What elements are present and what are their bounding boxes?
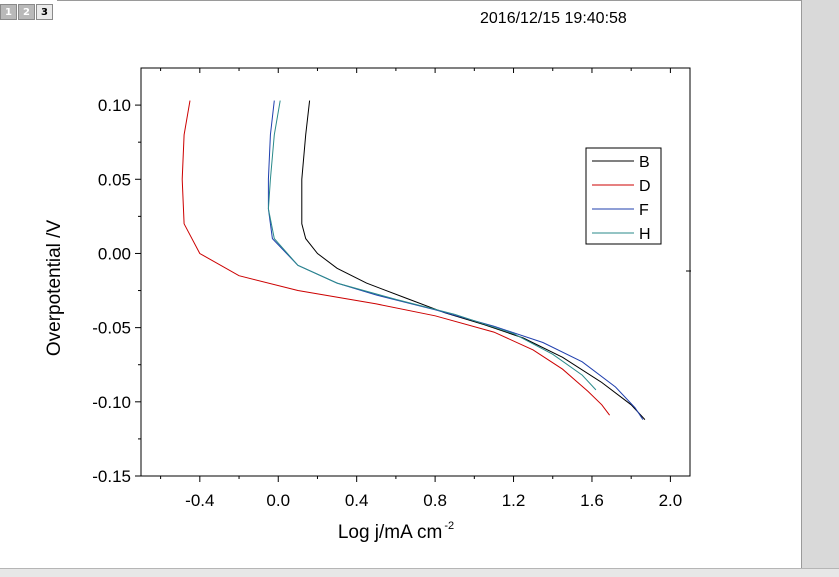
series-layer bbox=[181, 100, 646, 420]
x-tick-label: 2.0 bbox=[659, 491, 683, 510]
legend-label-f: F bbox=[639, 202, 649, 219]
x-tick-label: 1.6 bbox=[580, 491, 604, 510]
page-tab-2[interactable]: 2 bbox=[18, 4, 35, 20]
page-tabs: 1 2 3 bbox=[0, 4, 54, 22]
y-tick-label: -0.10 bbox=[92, 393, 131, 412]
y-tick-label: -0.15 bbox=[92, 467, 131, 486]
y-tick-label: -0.05 bbox=[92, 319, 131, 338]
x-tick-label: 0.0 bbox=[266, 491, 290, 510]
x-axis-label: Log j/mA cm -2 bbox=[338, 520, 454, 543]
timestamp: 2016/12/15 19:40:58 bbox=[480, 10, 627, 27]
legend-label-h: H bbox=[639, 226, 651, 243]
page-top-border bbox=[57, 0, 803, 1]
plot-frame bbox=[140, 67, 691, 477]
legend-label-d: D bbox=[639, 178, 651, 195]
x-tick-label: 0.4 bbox=[345, 491, 369, 510]
x-tick-label: -0.4 bbox=[185, 491, 214, 510]
page-right-border bbox=[801, 0, 802, 568]
side-scroll-panel[interactable] bbox=[802, 0, 839, 568]
x-tick-label: 0.8 bbox=[423, 491, 447, 510]
y-axis-label: Overpotential /V bbox=[44, 220, 65, 357]
x-axis-ticks: -0.4 0.0 0.4 0.8 1.2 1.6 2.0 bbox=[160, 68, 683, 510]
x-axis-label-superscript: -2 bbox=[444, 520, 454, 532]
y-axis-ticks: -0.15 -0.10 -0.05 0.00 0.05 0.10 bbox=[92, 96, 141, 486]
x-axis-label-text: Log j/mA cm bbox=[338, 522, 443, 543]
y-tick-label: 0.10 bbox=[98, 96, 131, 115]
x-tick-label: 1.2 bbox=[502, 491, 526, 510]
page-tab-3[interactable]: 3 bbox=[36, 4, 53, 20]
legend-box bbox=[585, 147, 662, 245]
series-line-f bbox=[267, 100, 644, 420]
series-line-b bbox=[301, 100, 646, 420]
y-tick-label: 0.05 bbox=[98, 170, 131, 189]
series-line-d bbox=[181, 100, 610, 416]
bottom-scrollbar[interactable] bbox=[0, 568, 839, 577]
series-line-h bbox=[267, 100, 597, 391]
page-tab-1[interactable]: 1 bbox=[0, 4, 17, 20]
y-tick-label: 0.00 bbox=[98, 244, 131, 263]
legend-label-b: B bbox=[639, 154, 650, 171]
